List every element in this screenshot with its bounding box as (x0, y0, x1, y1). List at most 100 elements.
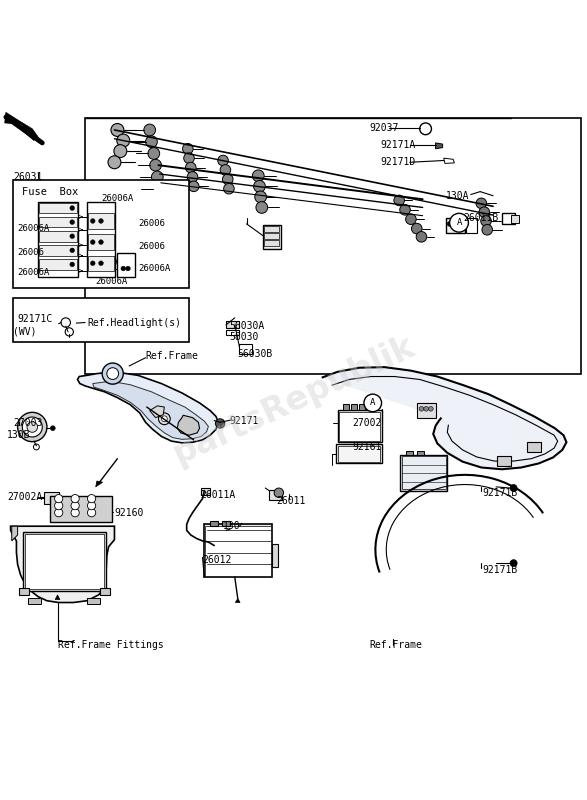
Text: 92161: 92161 (352, 442, 382, 452)
Circle shape (254, 181, 265, 192)
Circle shape (50, 426, 55, 430)
Circle shape (114, 145, 127, 158)
Circle shape (228, 524, 234, 530)
Bar (511, 214, 519, 222)
Circle shape (33, 444, 39, 450)
Text: 27003: 27003 (13, 418, 42, 429)
Bar (39, 217, 77, 227)
Bar (207, 542, 217, 550)
Polygon shape (55, 595, 60, 599)
Bar (39, 231, 77, 242)
Circle shape (188, 181, 199, 192)
Bar (406, 451, 413, 455)
Circle shape (394, 195, 404, 206)
Text: 26011A: 26011A (201, 490, 236, 500)
Text: 26012: 26012 (203, 554, 232, 565)
Bar (417, 451, 424, 455)
Circle shape (453, 222, 458, 226)
Text: 27002: 27002 (352, 418, 382, 429)
Circle shape (222, 174, 233, 185)
Text: 130B: 130B (7, 430, 31, 440)
Text: 26031: 26031 (13, 172, 42, 182)
Bar (85, 118, 581, 374)
Circle shape (61, 318, 70, 327)
Circle shape (187, 172, 198, 182)
Circle shape (71, 502, 79, 510)
Circle shape (252, 170, 264, 182)
Bar (359, 404, 365, 410)
Polygon shape (436, 143, 443, 149)
Text: 92037: 92037 (370, 123, 399, 134)
Text: Fuse  Box: Fuse Box (22, 187, 79, 198)
Circle shape (99, 218, 103, 223)
Circle shape (153, 183, 164, 194)
Bar (205, 526, 271, 576)
Text: Ref.Frame Fittings: Ref.Frame Fittings (58, 640, 163, 650)
Circle shape (151, 171, 163, 183)
Bar (336, 444, 382, 463)
Bar (402, 456, 446, 490)
Text: Ref.Frame: Ref.Frame (370, 640, 423, 650)
Circle shape (400, 205, 410, 215)
Text: 130A: 130A (446, 190, 470, 201)
Circle shape (419, 406, 424, 411)
Circle shape (481, 216, 491, 226)
Bar (226, 330, 239, 335)
Text: A: A (370, 398, 376, 407)
Text: 26006A: 26006A (18, 223, 50, 233)
Text: 58030: 58030 (229, 332, 258, 342)
Text: 130: 130 (223, 522, 241, 531)
Text: 27002A: 27002A (7, 492, 42, 502)
Circle shape (450, 214, 468, 232)
Circle shape (70, 220, 75, 225)
Circle shape (99, 240, 103, 245)
Circle shape (256, 202, 268, 214)
Circle shape (218, 526, 226, 534)
Bar (338, 446, 380, 462)
Text: 92171D: 92171D (380, 158, 416, 167)
Bar (527, 442, 541, 452)
Bar (50, 496, 112, 522)
Circle shape (87, 509, 96, 517)
Text: 26006A: 26006A (138, 264, 170, 273)
Polygon shape (322, 367, 566, 470)
Bar (88, 234, 114, 250)
Polygon shape (77, 372, 218, 443)
Circle shape (429, 406, 433, 411)
Text: A: A (456, 218, 462, 227)
Text: 26006: 26006 (138, 219, 165, 229)
Bar (39, 259, 77, 270)
Bar (38, 202, 78, 277)
Bar (19, 588, 29, 595)
Circle shape (108, 156, 121, 169)
Circle shape (102, 363, 123, 384)
Circle shape (65, 328, 73, 336)
Circle shape (424, 406, 429, 411)
Bar (39, 202, 77, 214)
Polygon shape (11, 526, 114, 602)
Bar (269, 490, 282, 500)
Circle shape (90, 240, 95, 245)
Circle shape (117, 134, 130, 147)
Circle shape (220, 165, 231, 175)
Text: Ref.Headlight(s): Ref.Headlight(s) (87, 318, 181, 327)
Circle shape (411, 223, 422, 234)
Text: (WV): (WV) (13, 327, 36, 337)
Circle shape (87, 502, 96, 510)
Circle shape (364, 394, 382, 412)
Polygon shape (177, 415, 200, 435)
Text: 26006A: 26006A (101, 194, 133, 203)
Bar (502, 214, 515, 224)
Circle shape (158, 413, 170, 425)
Bar (210, 521, 218, 526)
Circle shape (420, 123, 431, 134)
Bar (239, 344, 252, 354)
Bar (222, 521, 230, 526)
Circle shape (107, 368, 119, 379)
Bar (417, 403, 436, 418)
Circle shape (185, 162, 196, 173)
Text: 56030B: 56030B (238, 350, 273, 359)
Circle shape (476, 198, 487, 209)
Polygon shape (5, 112, 42, 143)
Circle shape (510, 560, 517, 566)
